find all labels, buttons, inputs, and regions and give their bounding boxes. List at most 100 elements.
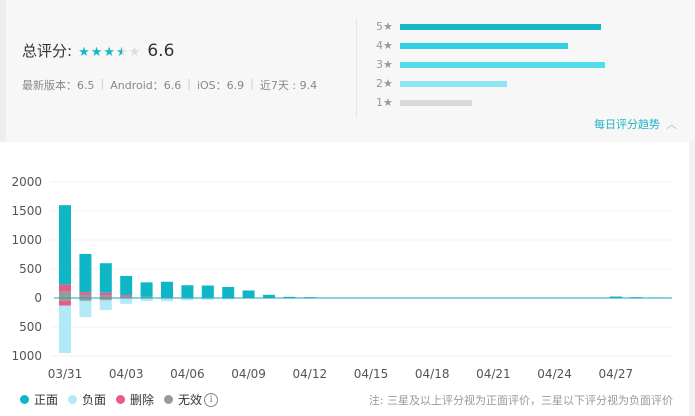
total-score-value: 6.6 [147, 40, 175, 61]
star-icon: ★ [78, 44, 90, 60]
legend-label: 正面 [34, 393, 59, 407]
daily-trend-label: 每日评分趋势 [594, 118, 660, 131]
invalid-bar [140, 296, 153, 298]
daily-trend-toggle[interactable]: 每日评分趋势 ︿ [594, 116, 677, 132]
score-breakdown-item: iOS：6.9 [196, 79, 245, 92]
score-breakdown-item: 近7天 : 9.4 [259, 79, 318, 92]
x-tick-label: 04/18 [415, 367, 450, 381]
distribution-row: 4★ [376, 39, 569, 52]
deleted-bar [59, 300, 71, 306]
invalid-bar [59, 291, 71, 298]
positive-bar [263, 294, 275, 298]
legend-item[interactable]: 正面 [20, 391, 58, 408]
score-breakdown-item: Android：6.6 [110, 79, 182, 92]
positive-bar [222, 286, 235, 298]
x-tick-label: 04/24 [537, 367, 572, 381]
positive-bar [79, 253, 92, 293]
y-tick-label: 1500 [11, 204, 42, 218]
star-level-label: 4★ [376, 39, 393, 52]
distribution-row: 5★ [376, 20, 601, 33]
y-tick-label: 2000 [11, 175, 42, 189]
distribution-bar [400, 42, 569, 49]
positive-bar [609, 296, 622, 298]
star-level-label: 5★ [376, 20, 393, 33]
deleted-bar [99, 299, 112, 301]
negative-bar [161, 298, 173, 302]
star-icon: ★ [128, 44, 141, 60]
x-tick-label: 04/15 [354, 367, 389, 381]
legend-dot-icon [116, 395, 126, 404]
distribution-row: 2★ [376, 77, 507, 90]
legend-label: 负面 [82, 393, 107, 407]
legend-label: 无效 [178, 393, 203, 407]
legend-dot-icon [164, 395, 174, 404]
separator: | [187, 77, 191, 90]
invalid-bar [99, 295, 112, 298]
star-rating: ★★★★★ [78, 42, 141, 60]
x-tick-label: 04/09 [231, 367, 266, 381]
deleted-bar [59, 284, 71, 292]
star-icon: ★ [116, 44, 128, 60]
x-tick-label: 03/31 [48, 367, 83, 381]
chart-legend: 正面 负面 删除 无效 i [20, 391, 228, 408]
distribution-bar [400, 61, 605, 68]
info-icon[interactable]: i [204, 392, 219, 407]
separator: | [250, 77, 254, 90]
y-tick-label: 0 [34, 291, 42, 305]
negative-bar [201, 298, 214, 300]
positive-bar [120, 275, 133, 296]
legend-dot-icon [68, 395, 78, 404]
legend-label: 删除 [130, 393, 155, 407]
negative-bar [79, 300, 92, 318]
rating-summary-panel: 总评分: ★★★★★ 6.6 最新版本：6.5 | Android：6.6 | iOS：… [0, 0, 695, 142]
legend-item[interactable]: 删除 [116, 391, 154, 408]
deleted-bar [99, 292, 112, 296]
divider [356, 18, 357, 118]
y-tick-label: 1000 [11, 349, 42, 363]
scrollbar[interactable] [689, 142, 695, 416]
y-tick-label: 1000 [11, 233, 42, 247]
chevron-up-icon: ︿ [666, 118, 677, 131]
x-tick-label: 04/21 [476, 367, 511, 381]
star-level-label: 2★ [376, 77, 393, 90]
x-tick-label: 04/12 [293, 367, 328, 381]
negative-bar [222, 298, 235, 300]
legend-dot-icon [20, 395, 29, 404]
positive-bar [283, 296, 296, 298]
y-tick-label: 500 [19, 262, 42, 276]
invalid-bar [59, 298, 71, 301]
y-tick-label: 500 [19, 320, 42, 334]
star-level-label: 3★ [376, 58, 393, 71]
positive-bar [99, 263, 112, 293]
score-breakdown-item: 最新版本：6.5 [22, 79, 95, 92]
x-tick-label: 04/27 [599, 367, 634, 381]
positive-bar [242, 290, 255, 298]
positive-bar [59, 205, 71, 285]
total-score-label: 总评分: [22, 42, 73, 60]
star-level-label: 1★ [376, 96, 393, 109]
negative-bar [120, 298, 133, 304]
x-tick-label: 04/06 [170, 367, 205, 381]
deleted-bar [79, 292, 92, 295]
positive-bar [181, 285, 194, 298]
distribution-bar [400, 23, 601, 30]
invalid-bar [79, 294, 92, 298]
negative-bar [99, 300, 112, 311]
invalid-bar [120, 296, 133, 298]
positive-bar [201, 285, 214, 298]
chart-note: 注: 三星及以上评分视为正面评价，三星以下评分视为负面评价 [368, 394, 673, 407]
invalid-bar [79, 298, 92, 301]
score-breakdown: 最新版本：6.5 | Android：6.6 | iOS：6.9 | 近7天 : 9.4 [22, 77, 317, 93]
legend-item[interactable]: 无效 i [164, 391, 219, 408]
negative-bar [59, 305, 71, 354]
total-score: 总评分: ★★★★★ 6.6 [22, 40, 174, 61]
separator: | [100, 77, 105, 90]
legend-item[interactable]: 负面 [68, 391, 106, 408]
distribution-bar [400, 99, 472, 106]
star-icon: ★ [103, 44, 116, 60]
deleted-bar [120, 295, 133, 297]
distribution-row: 3★ [376, 58, 605, 71]
star-icon: ★ [90, 44, 103, 60]
positive-bar [140, 282, 153, 297]
x-tick-label: 04/03 [109, 367, 144, 381]
